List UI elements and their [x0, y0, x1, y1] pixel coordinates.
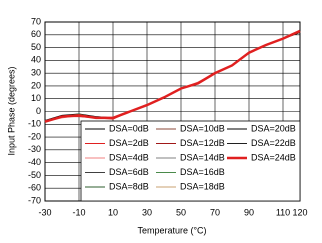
series-line	[44, 29, 301, 123]
y-tick-label: 30	[31, 68, 41, 78]
legend-label: DSA=14dB	[180, 152, 225, 162]
y-tick-label: 70	[31, 16, 41, 26]
x-tick-label: 30	[142, 207, 152, 217]
legend-label: DSA=4dB	[109, 152, 149, 162]
y-tick-label: -30	[28, 144, 41, 154]
legend-label: DSA=8dB	[109, 181, 149, 191]
y-tick-label: -60	[28, 183, 41, 193]
series-line	[44, 31, 301, 121]
x-tick-label: 50	[176, 207, 186, 217]
legend-label: DSA=20dB	[251, 123, 296, 133]
legend-label: DSA=24dB	[251, 152, 296, 162]
x-tick-label: 10	[108, 207, 118, 217]
x-tick-label: -30	[38, 207, 51, 217]
y-tick-label: 40	[31, 55, 41, 65]
x-tick-label: 110	[276, 207, 290, 217]
y-tick-label: -50	[28, 170, 41, 180]
y-tick-label: -70	[28, 195, 41, 205]
y-tick-label: 50	[31, 42, 41, 52]
x-axis-label: Temperature (°C)	[137, 225, 206, 235]
x-tick-label: 120	[292, 207, 307, 217]
y-tick-label: 10	[31, 93, 41, 103]
y-tick-label: 20	[31, 80, 41, 90]
legend-label: DSA=0dB	[109, 123, 149, 133]
legend-label: DSA=2dB	[109, 138, 149, 148]
legend-box	[80, 120, 301, 202]
x-tick-label: -10	[72, 207, 85, 217]
y-tick-label: 60	[31, 29, 41, 39]
y-tick-label: -20	[28, 131, 41, 141]
x-tick-label: 70	[210, 207, 220, 217]
legend-label: DSA=10dB	[180, 123, 225, 133]
legend-label: DSA=12dB	[180, 138, 225, 148]
series-line	[44, 31, 301, 121]
legend-label: DSA=16dB	[180, 167, 225, 177]
y-tick-label: -10	[28, 119, 41, 129]
legend-label: DSA=18dB	[180, 181, 225, 191]
y-axis-label: Input Phase (degrees)	[6, 66, 16, 155]
y-tick-label: -40	[28, 157, 41, 167]
x-tick-label: 90	[244, 207, 254, 217]
legend-label: DSA=6dB	[109, 167, 149, 177]
legend-label: DSA=22dB	[251, 138, 296, 148]
y-tick-label: 0	[36, 106, 41, 116]
